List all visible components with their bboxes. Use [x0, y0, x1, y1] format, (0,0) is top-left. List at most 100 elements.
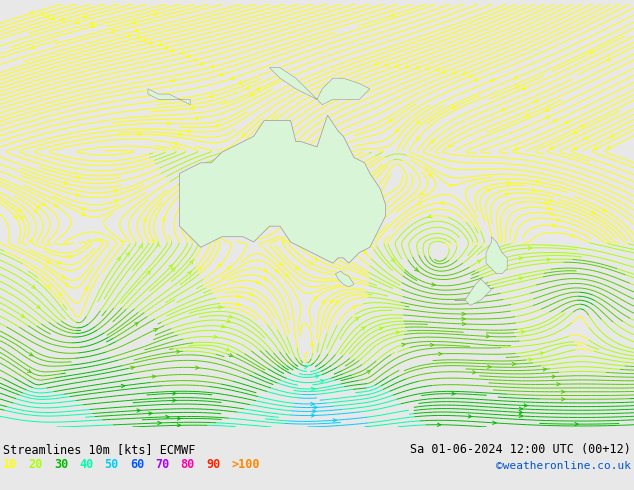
FancyArrowPatch shape — [432, 283, 435, 286]
FancyArrowPatch shape — [193, 58, 197, 61]
FancyArrowPatch shape — [68, 255, 72, 259]
FancyArrowPatch shape — [469, 74, 473, 77]
FancyArrowPatch shape — [229, 353, 233, 357]
FancyArrowPatch shape — [328, 210, 332, 213]
FancyArrowPatch shape — [121, 384, 125, 388]
FancyArrowPatch shape — [274, 170, 277, 172]
FancyArrowPatch shape — [152, 375, 156, 378]
FancyArrowPatch shape — [536, 180, 540, 183]
FancyArrowPatch shape — [219, 305, 222, 309]
FancyArrowPatch shape — [486, 189, 490, 193]
FancyArrowPatch shape — [573, 147, 577, 150]
FancyArrowPatch shape — [117, 257, 120, 261]
FancyArrowPatch shape — [332, 256, 336, 259]
FancyArrowPatch shape — [229, 315, 233, 318]
FancyArrowPatch shape — [450, 184, 453, 188]
FancyArrowPatch shape — [592, 211, 595, 214]
FancyArrowPatch shape — [231, 76, 235, 79]
FancyArrowPatch shape — [112, 30, 115, 33]
FancyArrowPatch shape — [547, 258, 550, 261]
FancyArrowPatch shape — [46, 260, 50, 263]
FancyArrowPatch shape — [236, 219, 240, 222]
FancyArrowPatch shape — [313, 410, 316, 413]
Polygon shape — [335, 271, 354, 287]
FancyArrowPatch shape — [162, 218, 165, 221]
FancyArrowPatch shape — [415, 268, 418, 271]
FancyArrowPatch shape — [27, 369, 31, 372]
FancyArrowPatch shape — [126, 252, 129, 256]
FancyArrowPatch shape — [256, 280, 259, 284]
FancyArrowPatch shape — [113, 190, 117, 193]
FancyArrowPatch shape — [148, 41, 152, 44]
FancyArrowPatch shape — [61, 18, 64, 21]
FancyArrowPatch shape — [263, 269, 267, 272]
FancyArrowPatch shape — [462, 317, 465, 320]
FancyArrowPatch shape — [253, 233, 257, 236]
Polygon shape — [148, 89, 190, 105]
FancyArrowPatch shape — [401, 343, 405, 346]
FancyArrowPatch shape — [30, 11, 34, 14]
FancyArrowPatch shape — [507, 181, 510, 185]
FancyArrowPatch shape — [57, 261, 61, 264]
Text: 70: 70 — [155, 458, 169, 471]
FancyArrowPatch shape — [51, 17, 55, 20]
Polygon shape — [179, 115, 385, 263]
FancyArrowPatch shape — [547, 207, 551, 210]
FancyArrowPatch shape — [607, 146, 611, 149]
FancyArrowPatch shape — [431, 139, 434, 143]
FancyArrowPatch shape — [29, 239, 32, 243]
FancyArrowPatch shape — [227, 319, 230, 323]
FancyArrowPatch shape — [552, 224, 556, 227]
FancyArrowPatch shape — [522, 87, 526, 90]
FancyArrowPatch shape — [158, 421, 161, 425]
FancyArrowPatch shape — [418, 201, 422, 204]
FancyArrowPatch shape — [543, 368, 547, 371]
FancyArrowPatch shape — [381, 194, 385, 197]
FancyArrowPatch shape — [352, 306, 356, 309]
FancyArrowPatch shape — [36, 305, 40, 309]
FancyArrowPatch shape — [519, 414, 522, 417]
Text: 10: 10 — [3, 458, 17, 471]
FancyArrowPatch shape — [40, 12, 44, 15]
Text: >100: >100 — [231, 458, 260, 471]
FancyArrowPatch shape — [395, 64, 399, 67]
FancyArrowPatch shape — [143, 218, 146, 222]
FancyArrowPatch shape — [137, 36, 141, 39]
FancyArrowPatch shape — [315, 375, 319, 378]
FancyArrowPatch shape — [84, 287, 87, 291]
FancyArrowPatch shape — [187, 54, 191, 58]
FancyArrowPatch shape — [133, 21, 136, 24]
FancyArrowPatch shape — [209, 95, 213, 98]
FancyArrowPatch shape — [17, 208, 21, 212]
FancyArrowPatch shape — [439, 352, 442, 356]
FancyArrowPatch shape — [214, 335, 217, 339]
FancyArrowPatch shape — [157, 244, 160, 247]
FancyArrowPatch shape — [242, 133, 245, 137]
FancyArrowPatch shape — [519, 407, 522, 411]
FancyArrowPatch shape — [313, 297, 317, 300]
FancyArrowPatch shape — [519, 257, 522, 260]
FancyArrowPatch shape — [514, 75, 518, 79]
FancyArrowPatch shape — [65, 283, 68, 286]
FancyArrowPatch shape — [549, 199, 552, 202]
FancyArrowPatch shape — [417, 120, 420, 123]
FancyArrowPatch shape — [486, 335, 489, 338]
FancyArrowPatch shape — [210, 65, 214, 68]
FancyArrowPatch shape — [75, 21, 79, 24]
FancyArrowPatch shape — [137, 132, 140, 136]
FancyArrowPatch shape — [533, 188, 536, 192]
FancyArrowPatch shape — [426, 67, 430, 70]
FancyArrowPatch shape — [261, 126, 265, 130]
FancyArrowPatch shape — [218, 264, 221, 268]
FancyArrowPatch shape — [21, 314, 24, 318]
FancyArrowPatch shape — [171, 79, 174, 82]
Polygon shape — [486, 237, 507, 274]
FancyArrowPatch shape — [391, 258, 394, 262]
FancyArrowPatch shape — [574, 130, 577, 134]
FancyArrowPatch shape — [216, 124, 219, 127]
FancyArrowPatch shape — [379, 327, 383, 330]
FancyArrowPatch shape — [153, 329, 157, 332]
FancyArrowPatch shape — [76, 194, 80, 196]
FancyArrowPatch shape — [190, 261, 193, 264]
FancyArrowPatch shape — [519, 411, 522, 414]
